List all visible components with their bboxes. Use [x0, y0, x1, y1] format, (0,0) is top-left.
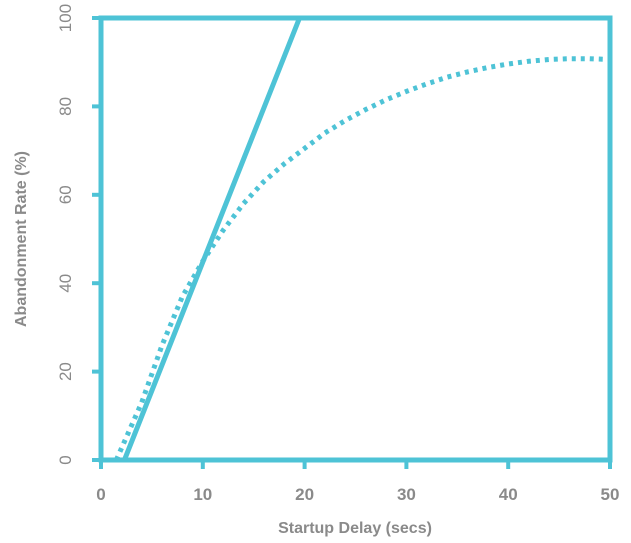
ticks-layer: 0 10 20 30 40 50 0 20 40 60 80 100: [56, 4, 619, 504]
x-tick-label: 0: [96, 485, 105, 504]
y-tick-label: 0: [56, 455, 75, 464]
x-tick-label: 50: [601, 485, 620, 504]
series-line-1: [122, 17, 302, 461]
x-tick-label: 40: [499, 485, 518, 504]
x-tick-label: 10: [193, 485, 212, 504]
y-tick-label: 60: [56, 185, 75, 204]
x-tick-label: 30: [397, 485, 416, 504]
series-line-2: [114, 56, 611, 462]
y-tick-label: 100: [56, 4, 75, 32]
series-layer: [114, 17, 611, 462]
x-axis-title: Startup Delay (secs): [278, 520, 432, 537]
x-tick-label: 20: [295, 485, 314, 504]
y-tick-label: 80: [56, 97, 75, 116]
y-tick-label: 40: [56, 274, 75, 293]
plot-frame: [98, 15, 613, 463]
y-tick-label: 20: [56, 362, 75, 381]
y-axis-title: Abandonment Rate (%): [13, 151, 30, 327]
